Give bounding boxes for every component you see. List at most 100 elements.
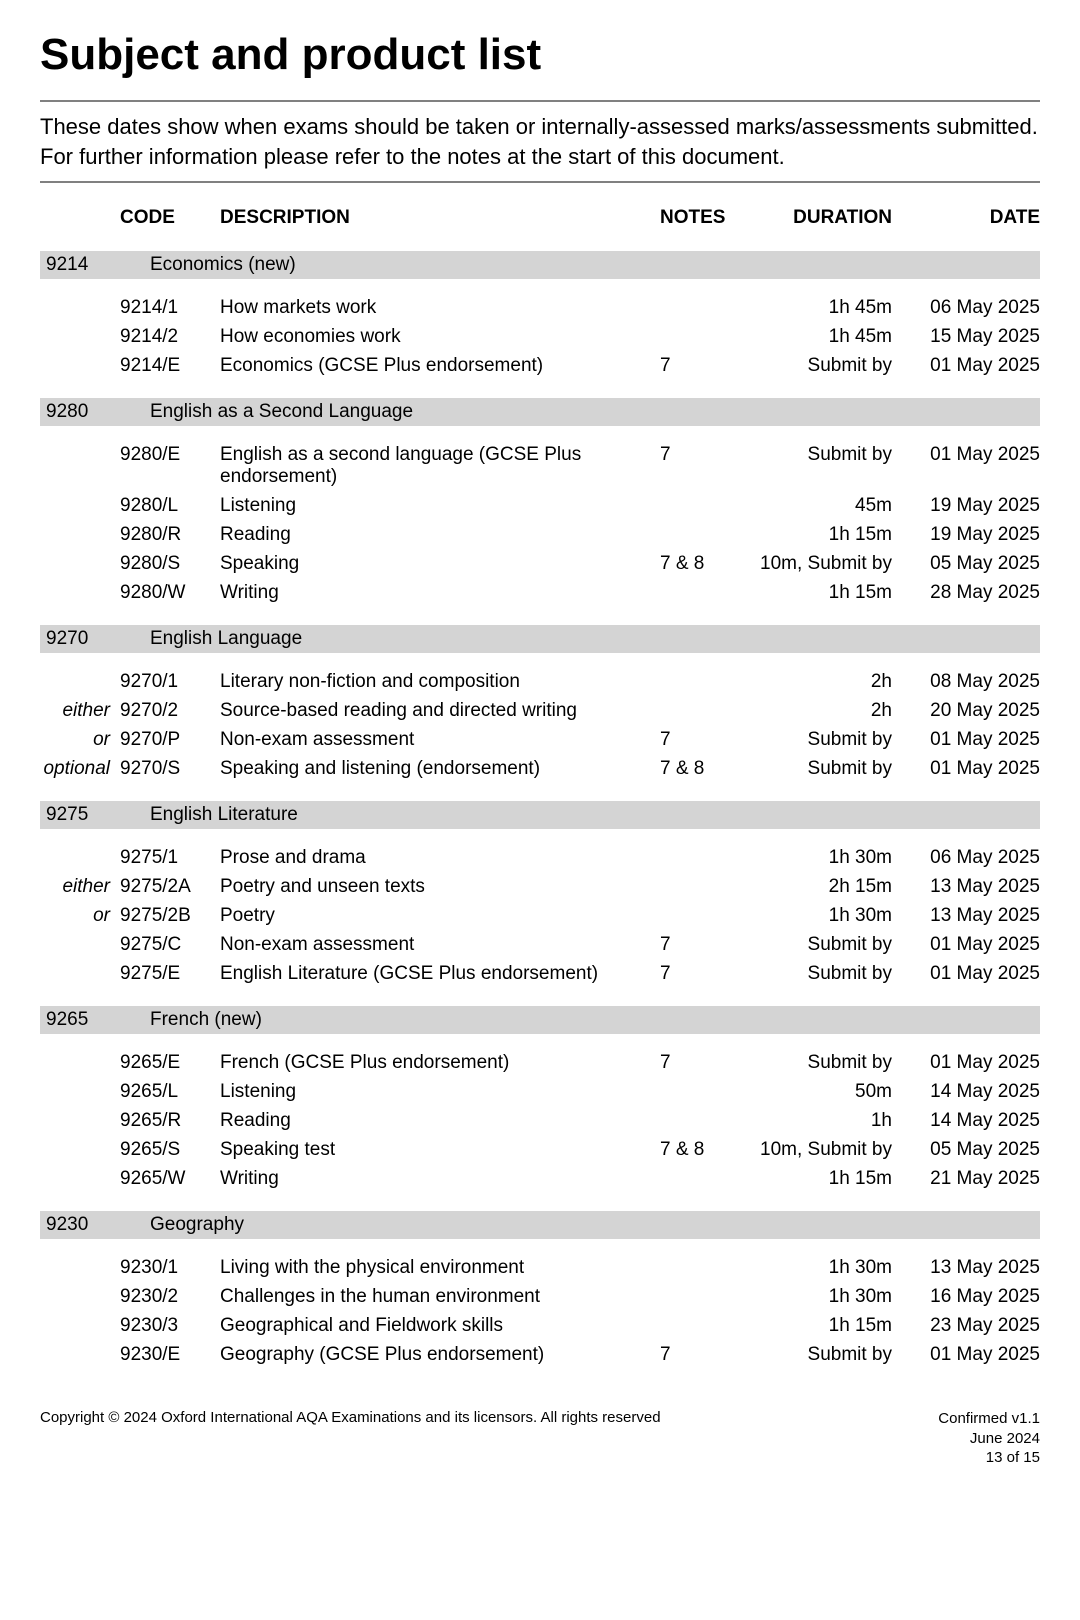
row-description: Speaking [220, 553, 660, 575]
row-notes [660, 495, 750, 517]
row-code: 9275/2B [120, 905, 220, 927]
footer-copyright: Copyright © 2024 Oxford International AQ… [40, 1409, 661, 1426]
row-code: 9280/S [120, 553, 220, 575]
row-code: 9265/R [120, 1110, 220, 1132]
row-date: 05 May 2025 [910, 553, 1040, 575]
row-duration: 1h 30m [750, 1257, 910, 1279]
row-duration: Submit by [750, 934, 910, 956]
header-description: DESCRIPTION [220, 207, 660, 229]
table-row: 9275/CNon-exam assessment7Submit by01 Ma… [40, 930, 1040, 959]
row-notes [660, 847, 750, 869]
row-notes [660, 1286, 750, 1308]
footer-page: 13 of 15 [938, 1448, 1040, 1468]
row-prefix [40, 524, 120, 546]
exam-table: CODE DESCRIPTION NOTES DURATION DATE 921… [40, 201, 1040, 1383]
row-notes: 7 & 8 [660, 1139, 750, 1161]
row-duration: 1h 45m [750, 297, 910, 319]
row-notes [660, 700, 750, 722]
row-code: 9280/W [120, 582, 220, 604]
row-notes [660, 1315, 750, 1337]
group-code: 9214 [40, 254, 120, 276]
row-duration: 1h 30m [750, 1286, 910, 1308]
table-row: 9265/WWriting1h 15m21 May 2025 [40, 1164, 1040, 1193]
row-date: 05 May 2025 [910, 1139, 1040, 1161]
table-row: 9280/WWriting1h 15m28 May 2025 [40, 578, 1040, 607]
table-row: either9270/2Source-based reading and dir… [40, 696, 1040, 725]
row-description: Writing [220, 1168, 660, 1190]
table-row: 9265/EFrench (GCSE Plus endorsement)7Sub… [40, 1048, 1040, 1077]
row-date: 01 May 2025 [910, 729, 1040, 751]
row-description: Reading [220, 524, 660, 546]
row-description: Writing [220, 582, 660, 604]
row-prefix [40, 297, 120, 319]
row-code: 9265/E [120, 1052, 220, 1074]
row-code: 9280/L [120, 495, 220, 517]
row-duration: 2h [750, 700, 910, 722]
row-description: English Literature (GCSE Plus endorsemen… [220, 963, 660, 985]
row-notes [660, 297, 750, 319]
row-date: 13 May 2025 [910, 876, 1040, 898]
row-code: 9214/1 [120, 297, 220, 319]
row-notes: 7 & 8 [660, 758, 750, 780]
row-notes: 7 [660, 444, 750, 488]
row-code: 9270/1 [120, 671, 220, 693]
table-row: 9280/LListening45m19 May 2025 [40, 491, 1040, 520]
row-notes: 7 [660, 963, 750, 985]
row-duration: Submit by [750, 1344, 910, 1366]
row-prefix: optional [40, 758, 120, 780]
row-duration: 1h [750, 1110, 910, 1132]
footer-version-date: June 2024 [938, 1429, 1040, 1449]
row-description: Listening [220, 1081, 660, 1103]
row-description: Geographical and Fieldwork skills [220, 1315, 660, 1337]
table-row: 9230/3Geographical and Fieldwork skills 1… [40, 1311, 1040, 1340]
row-description: Speaking test [220, 1139, 660, 1161]
row-notes [660, 582, 750, 604]
row-prefix [40, 963, 120, 985]
row-prefix [40, 934, 120, 956]
row-description: Living with the physical environment [220, 1257, 660, 1279]
table-row: 9280/EEnglish as a second language (GCSE… [40, 440, 1040, 491]
table-row: 9214/EEconomics (GCSE Plus endorsement)7… [40, 351, 1040, 380]
row-date: 08 May 2025 [910, 671, 1040, 693]
row-date: 13 May 2025 [910, 1257, 1040, 1279]
group-title: Economics (new) [120, 254, 1040, 276]
row-duration: 1h 30m [750, 905, 910, 927]
group-code: 9275 [40, 804, 120, 826]
subject-group-header: 9270English Language [40, 625, 1040, 653]
row-date: 23 May 2025 [910, 1315, 1040, 1337]
row-code: 9275/E [120, 963, 220, 985]
row-prefix [40, 847, 120, 869]
row-code: 9265/L [120, 1081, 220, 1103]
row-date: 19 May 2025 [910, 524, 1040, 546]
row-duration: 1h 15m [750, 1315, 910, 1337]
row-description: Prose and drama [220, 847, 660, 869]
row-prefix: or [40, 729, 120, 751]
row-notes [660, 876, 750, 898]
header-date: DATE [910, 207, 1040, 229]
row-description: How markets work [220, 297, 660, 319]
row-code: 9230/3 [120, 1315, 220, 1337]
table-row: 9230/1Living with the physical environme… [40, 1253, 1040, 1282]
group-code: 9230 [40, 1214, 120, 1236]
group-title: English Literature [120, 804, 1040, 826]
row-code: 9230/1 [120, 1257, 220, 1279]
row-duration: 2h [750, 671, 910, 693]
header-duration: DURATION [750, 207, 910, 229]
table-row: or9270/PNon-exam assessment7Submit by01 … [40, 725, 1040, 754]
table-header-row: CODE DESCRIPTION NOTES DURATION DATE [40, 201, 1040, 247]
row-prefix: either [40, 700, 120, 722]
row-description: Challenges in the human environment [220, 1286, 660, 1308]
row-code: 9270/S [120, 758, 220, 780]
page-title: Subject and product list [40, 30, 1040, 80]
row-description: Literary non-fiction and composition [220, 671, 660, 693]
row-description: Non-exam assessment [220, 729, 660, 751]
row-duration: Submit by [750, 963, 910, 985]
row-code: 9275/1 [120, 847, 220, 869]
row-notes [660, 524, 750, 546]
row-description: French (GCSE Plus endorsement) [220, 1052, 660, 1074]
rule-top [40, 100, 1040, 102]
row-code: 9280/R [120, 524, 220, 546]
row-duration: Submit by [750, 444, 910, 488]
table-row: 9214/1How markets work1h 45m06 May 2025 [40, 293, 1040, 322]
subject-group-header: 9280English as a Second Language [40, 398, 1040, 426]
